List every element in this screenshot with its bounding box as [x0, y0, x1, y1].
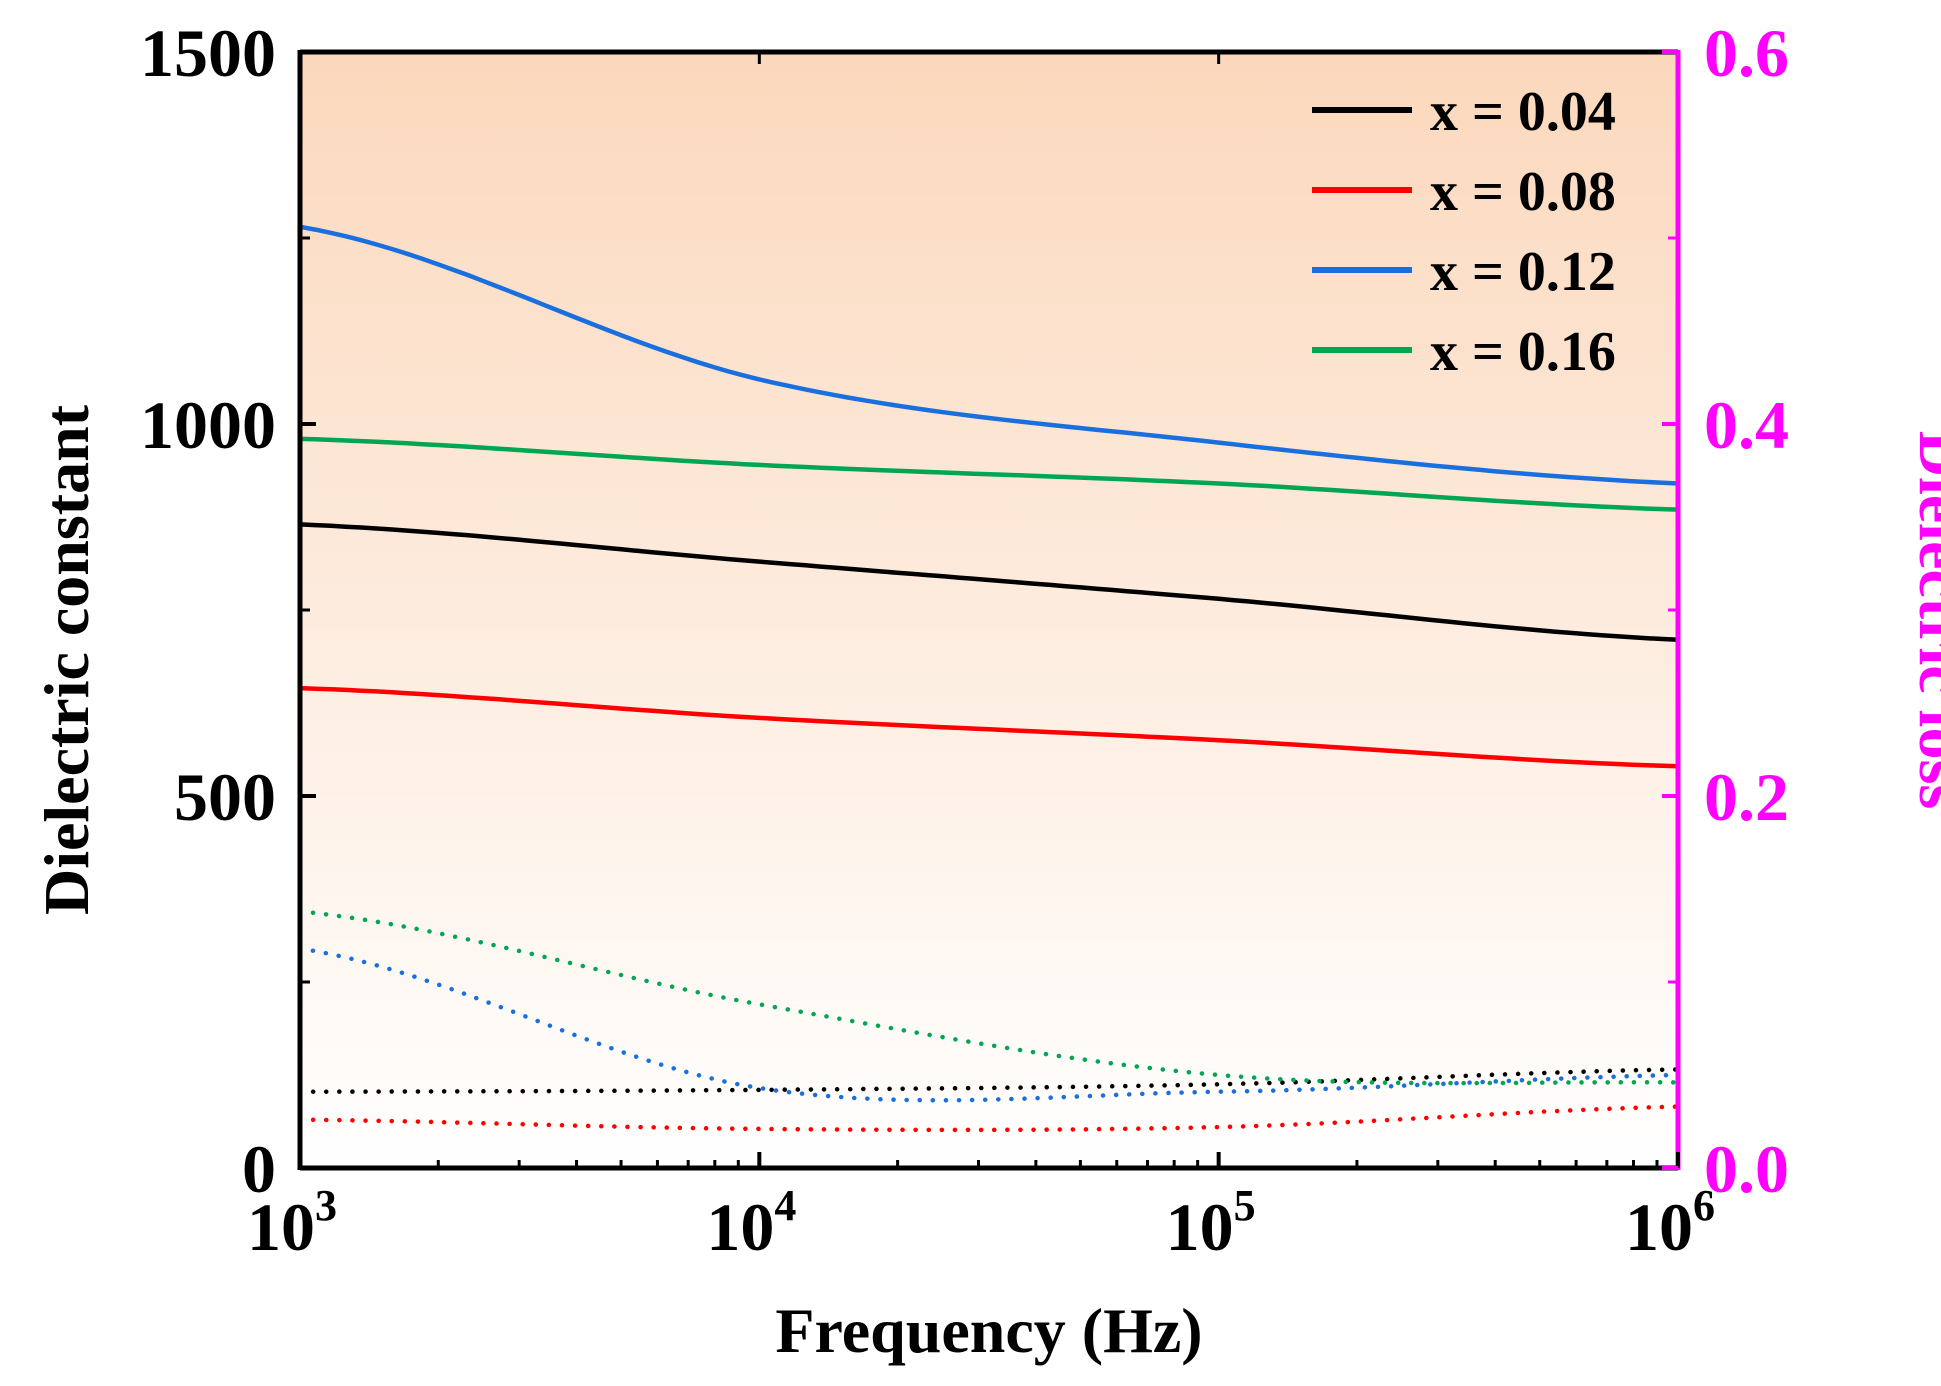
series-line-constant-3	[297, 436, 1681, 512]
y2-tick-label: 0.0	[1704, 1131, 1789, 1207]
series-line-constant-1	[297, 685, 1681, 769]
axis-titles: Frequency (Hz) Dielectric constant Dielect…	[31, 404, 1941, 1366]
x-tick-labels: 103 104 105 106	[247, 1181, 1715, 1265]
x-tick-label: 105	[1166, 1181, 1256, 1265]
series-line-constant-2	[297, 224, 1681, 486]
y2-tick-label: 0.2	[1704, 759, 1789, 835]
x-tick-base: 10	[1166, 1189, 1234, 1265]
y-tick-label: 1500	[140, 15, 276, 91]
x-tick-base: 10	[247, 1189, 315, 1265]
plot-background	[300, 52, 1678, 1168]
y2-tick-label: 0.6	[1704, 15, 1789, 91]
legend-label: x = 0.04	[1430, 81, 1616, 143]
y2-tick-labels: 0.0 0.2 0.4 0.6	[1704, 15, 1789, 1207]
series-line-constant-0	[297, 522, 1681, 643]
legend-label: x = 0.08	[1430, 161, 1616, 223]
legend-label: x = 0.12	[1430, 241, 1616, 303]
series-line-loss-3	[297, 909, 1681, 1086]
series-layer	[297, 224, 1681, 1133]
x-tick-exponent: 5	[1234, 1181, 1256, 1230]
y-tick-label: 1000	[140, 387, 276, 463]
x-axis-title: Frequency (Hz)	[775, 1295, 1202, 1366]
x-tick-label: 103	[247, 1181, 337, 1265]
y-tick-label: 0	[242, 1131, 276, 1207]
legend-label: x = 0.16	[1430, 321, 1616, 383]
x-tick-exponent: 3	[315, 1181, 337, 1230]
x-tick-base: 10	[1625, 1189, 1693, 1265]
y-tick-labels: 0 500 1000 1500	[140, 15, 276, 1207]
x-tick-label: 106	[1625, 1181, 1715, 1265]
legend: x = 0.04 x = 0.08 x = 0.12 x = 0.16	[1312, 81, 1616, 383]
x-tick-exponent: 6	[1693, 1181, 1715, 1230]
x-tick-label: 104	[706, 1181, 796, 1265]
y2-tick-label: 0.4	[1704, 387, 1789, 463]
y-axis-title: Dielectric constant	[31, 404, 102, 915]
y2-axis-title: Dielectric loss	[1906, 431, 1941, 810]
x-tick-exponent: 4	[774, 1181, 796, 1230]
y-tick-label: 500	[174, 759, 276, 835]
x-tick-base: 10	[706, 1189, 774, 1265]
